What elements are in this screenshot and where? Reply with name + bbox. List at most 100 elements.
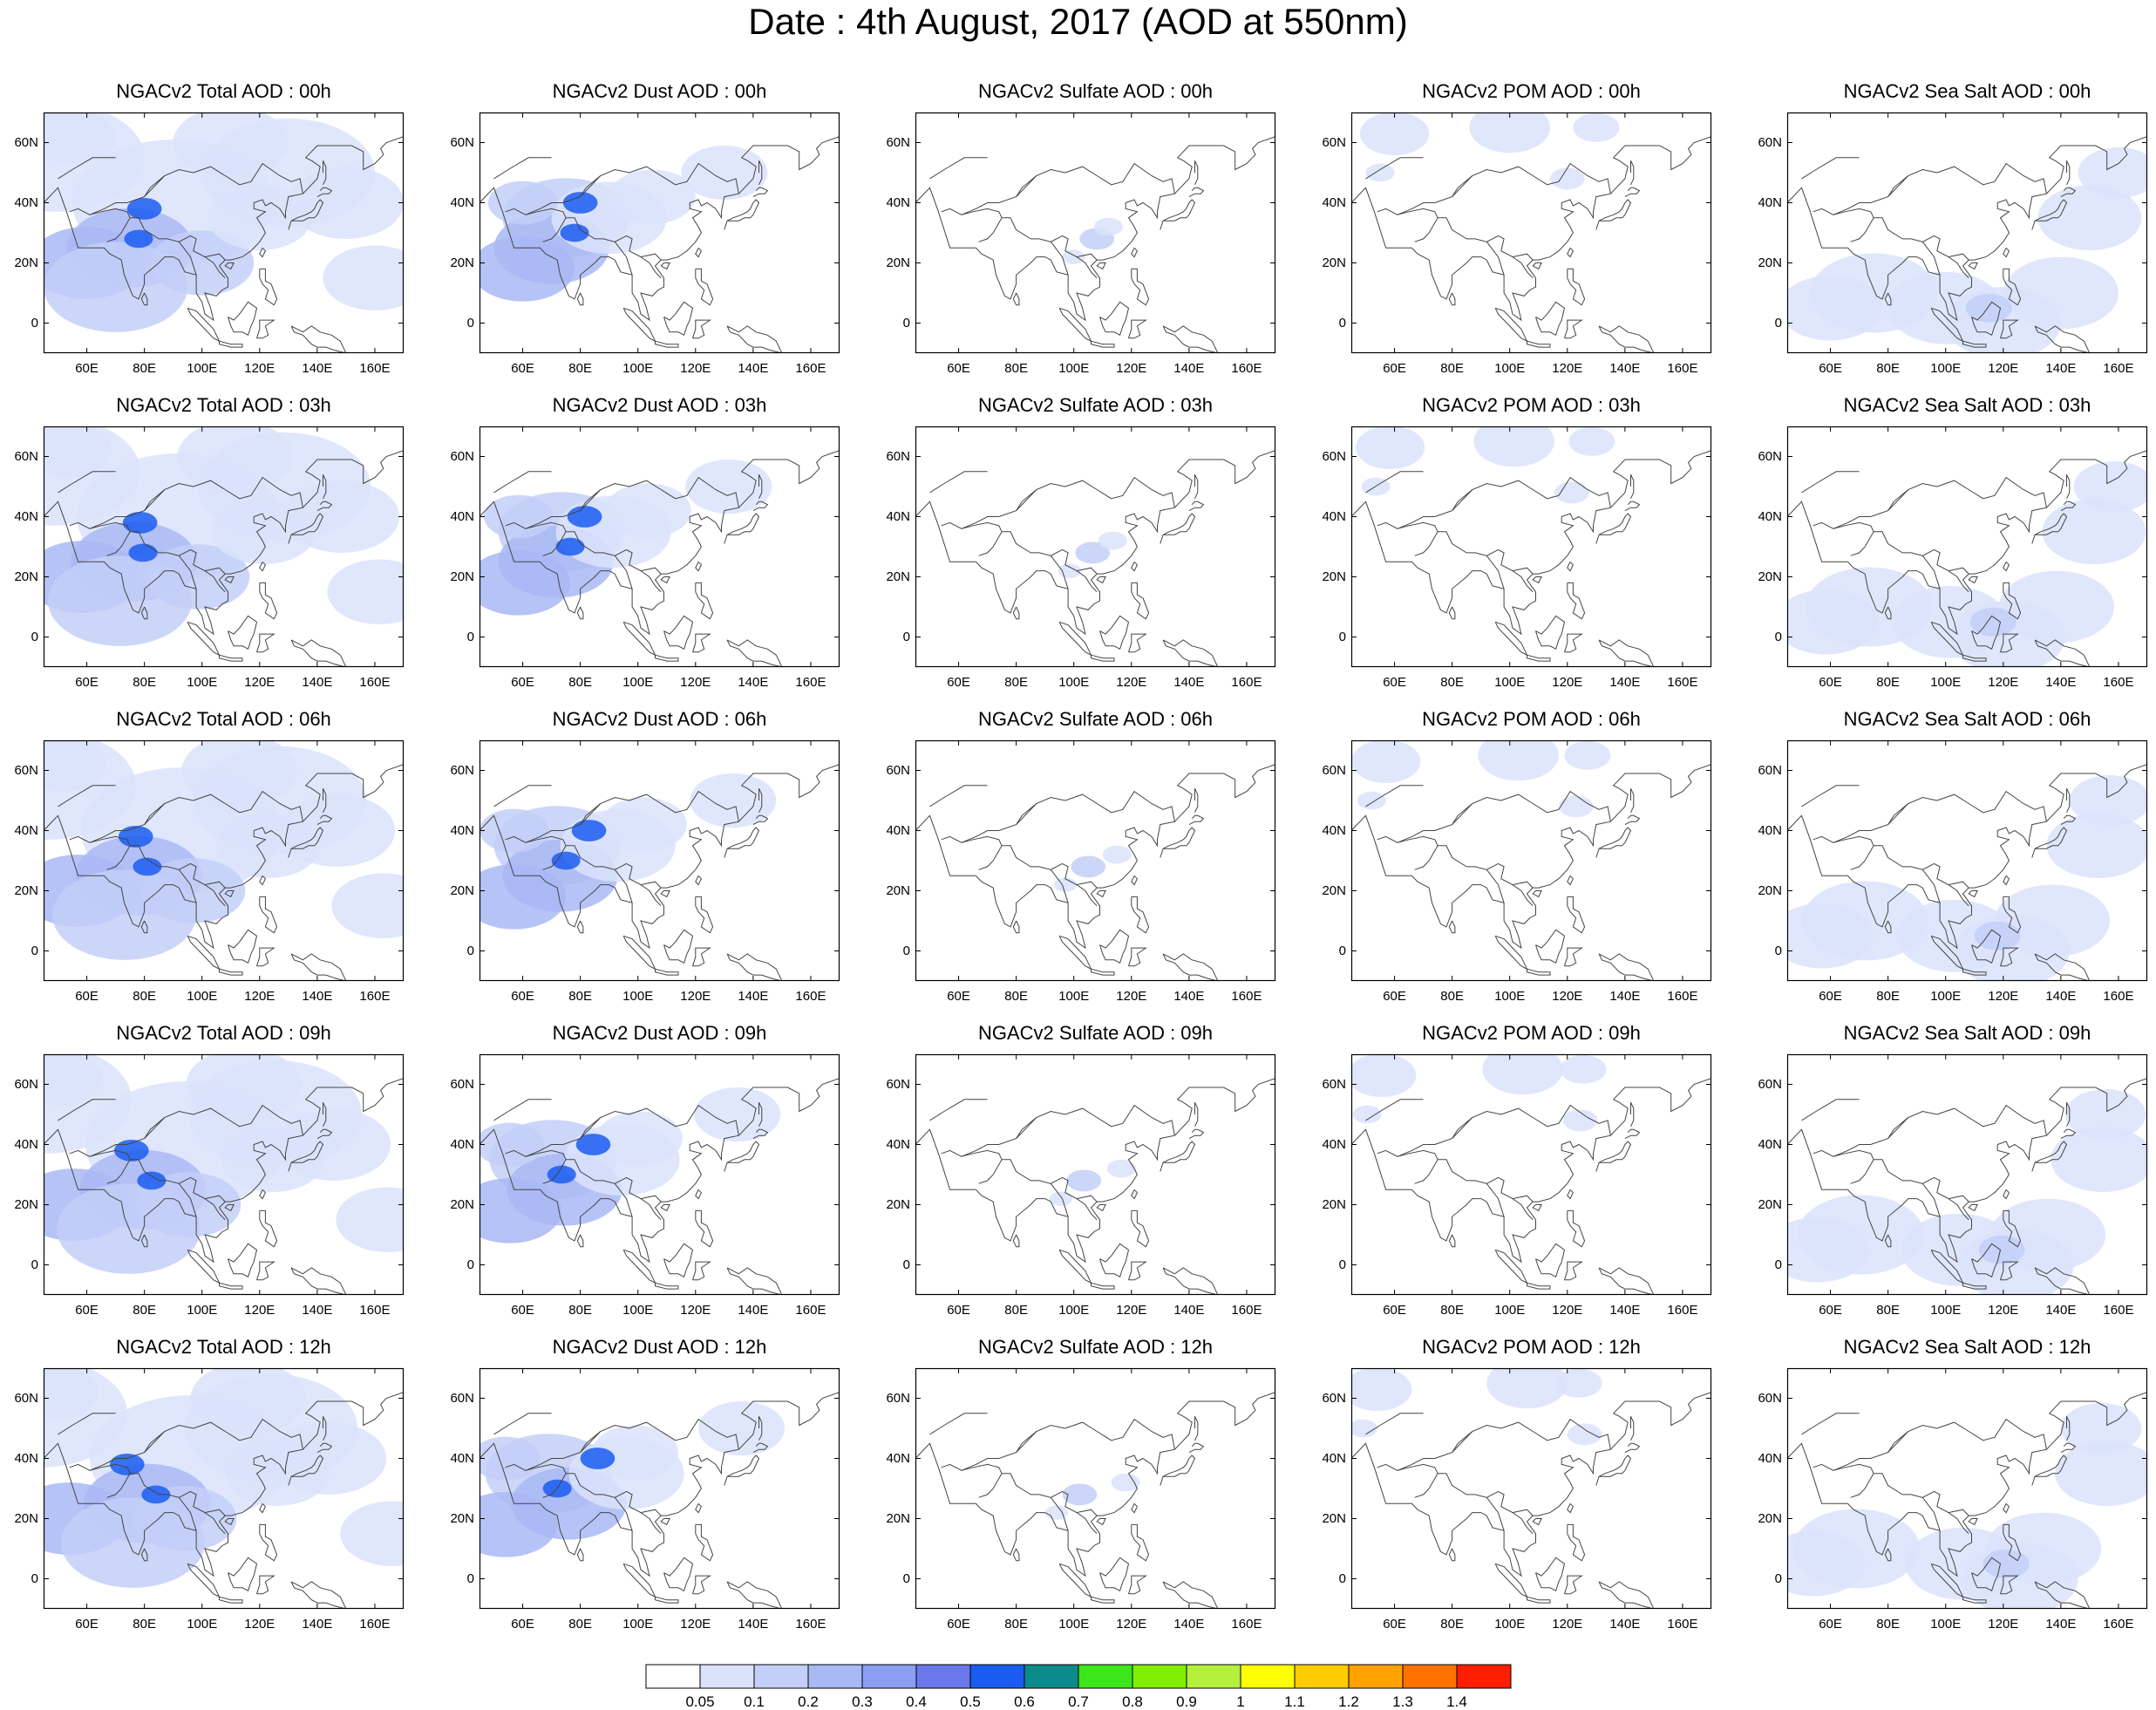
lat-tick-label: 60N bbox=[450, 1076, 474, 1092]
coastline bbox=[1160, 827, 1196, 858]
lon-tick-label: 120E bbox=[680, 989, 711, 1004]
coastline bbox=[228, 615, 258, 651]
aod-field-region bbox=[580, 1448, 616, 1469]
lon-tick-label: 120E bbox=[1988, 1617, 2019, 1632]
aod-field-region bbox=[2078, 147, 2147, 198]
aod-field-region bbox=[595, 1111, 683, 1166]
coastline bbox=[1194, 1101, 1199, 1128]
lat-tick-label: 0 bbox=[1338, 315, 1346, 330]
lon-tick-label: 100E bbox=[1494, 675, 1526, 690]
coastline bbox=[1512, 1198, 1534, 1221]
colorbar-label: 0.6 bbox=[1014, 1693, 1035, 1710]
lat-tick-label: 40N bbox=[886, 822, 910, 838]
coastline bbox=[542, 217, 567, 242]
lon-tick-label: 100E bbox=[622, 361, 654, 376]
aod-field-region bbox=[1106, 1159, 1136, 1178]
coastline bbox=[2031, 827, 2068, 858]
colorbar-swatch bbox=[1078, 1664, 1133, 1689]
coastline bbox=[2003, 896, 2022, 934]
coastline bbox=[1884, 292, 1892, 306]
coastline bbox=[1162, 953, 1219, 981]
aod-field-region bbox=[44, 1054, 103, 1106]
coastline bbox=[144, 790, 303, 825]
coastline bbox=[1971, 1557, 2002, 1592]
coastline bbox=[1012, 920, 1020, 934]
coastline bbox=[479, 1066, 840, 1264]
panel-title: NGACv2 Total AOD : 00h bbox=[116, 80, 331, 102]
coastline bbox=[695, 582, 714, 620]
lat-tick-label: 40N bbox=[886, 508, 910, 524]
lat-tick-label: 40N bbox=[450, 1136, 474, 1152]
coastline bbox=[576, 1548, 584, 1562]
lon-tick-label: 100E bbox=[187, 361, 218, 376]
aod-field-region bbox=[1787, 1217, 1870, 1283]
lon-tick-label: 120E bbox=[1116, 1303, 1147, 1318]
coastline bbox=[655, 1282, 679, 1290]
map-panel: NGACv2 Sulfate AOD : 12h 60N 40N 20N 0 60E 80E… bbox=[886, 1337, 1282, 1632]
lat-tick-label: 60N bbox=[450, 762, 474, 778]
aod-field-region bbox=[1965, 293, 2012, 323]
coastline bbox=[1414, 845, 1438, 870]
coastline bbox=[941, 489, 1037, 529]
coastline bbox=[187, 1249, 221, 1284]
coastline bbox=[640, 256, 662, 279]
coastline bbox=[89, 1149, 226, 1202]
lon-tick-label: 80E bbox=[1876, 1303, 1900, 1318]
coastline bbox=[1884, 920, 1892, 934]
coastline bbox=[290, 639, 347, 667]
coastline bbox=[978, 1473, 1003, 1498]
coastline bbox=[692, 1575, 711, 1595]
coastline bbox=[929, 471, 988, 494]
coastline bbox=[1058, 621, 1092, 657]
map-panel: NGACv2 Dust AOD : 03h 60N 40N 20N 0 60E 80E 100… bbox=[450, 395, 846, 690]
coastline bbox=[89, 1463, 226, 1516]
coastline bbox=[1058, 307, 1092, 343]
aod-field-region bbox=[336, 1187, 404, 1252]
lon-tick-label: 100E bbox=[187, 989, 218, 1004]
panel-title: NGACv2 Sea Salt AOD : 09h bbox=[1843, 1022, 2091, 1044]
lat-tick-label: 20N bbox=[886, 1510, 910, 1526]
lat-tick-label: 40N bbox=[14, 822, 38, 838]
coastline bbox=[1050, 241, 1069, 276]
lon-tick-label: 160E bbox=[795, 1617, 826, 1632]
aod-field-region bbox=[1562, 1109, 1598, 1132]
colorbar-swatch bbox=[699, 1664, 755, 1689]
coastline bbox=[44, 438, 404, 636]
coastline bbox=[256, 1575, 275, 1595]
coastline bbox=[726, 1581, 783, 1609]
coastline bbox=[1365, 785, 1424, 807]
lon-tick-label: 80E bbox=[1004, 361, 1028, 376]
coastline bbox=[2034, 639, 2091, 667]
coastline bbox=[1050, 555, 1069, 589]
lon-tick-label: 60E bbox=[1819, 361, 1842, 376]
map-svg bbox=[479, 1367, 840, 1610]
lon-tick-label: 60E bbox=[1383, 1617, 1406, 1632]
coastline bbox=[224, 1518, 235, 1526]
coastline bbox=[219, 654, 243, 662]
aod-field-region bbox=[279, 794, 396, 867]
coastline bbox=[542, 1159, 567, 1184]
coastline bbox=[752, 814, 769, 826]
aod-field-region bbox=[1351, 1419, 1377, 1438]
aod-field-region bbox=[137, 1171, 167, 1190]
coastline bbox=[1091, 1282, 1115, 1290]
colorbar-swatch bbox=[1456, 1664, 1512, 1689]
colorbar-swatch bbox=[1294, 1664, 1350, 1689]
coastline bbox=[204, 256, 226, 279]
coastline bbox=[204, 884, 226, 907]
aod-field-region bbox=[146, 544, 250, 610]
lat-tick-label: 0 bbox=[466, 315, 474, 330]
coastline bbox=[580, 476, 739, 511]
lat-tick-label: 20N bbox=[1322, 255, 1346, 270]
coastline bbox=[1452, 790, 1611, 825]
coastline bbox=[259, 1502, 267, 1514]
coastline bbox=[1787, 752, 2147, 950]
coastline bbox=[1448, 292, 1456, 306]
coastline bbox=[2060, 814, 2077, 826]
lon-tick-label: 60E bbox=[75, 1617, 99, 1632]
aod-field-region bbox=[327, 559, 404, 624]
coastline bbox=[1351, 438, 1711, 636]
coastline bbox=[640, 1512, 662, 1535]
coastline bbox=[1096, 890, 1106, 898]
lat-tick-label: 60N bbox=[14, 1390, 38, 1406]
